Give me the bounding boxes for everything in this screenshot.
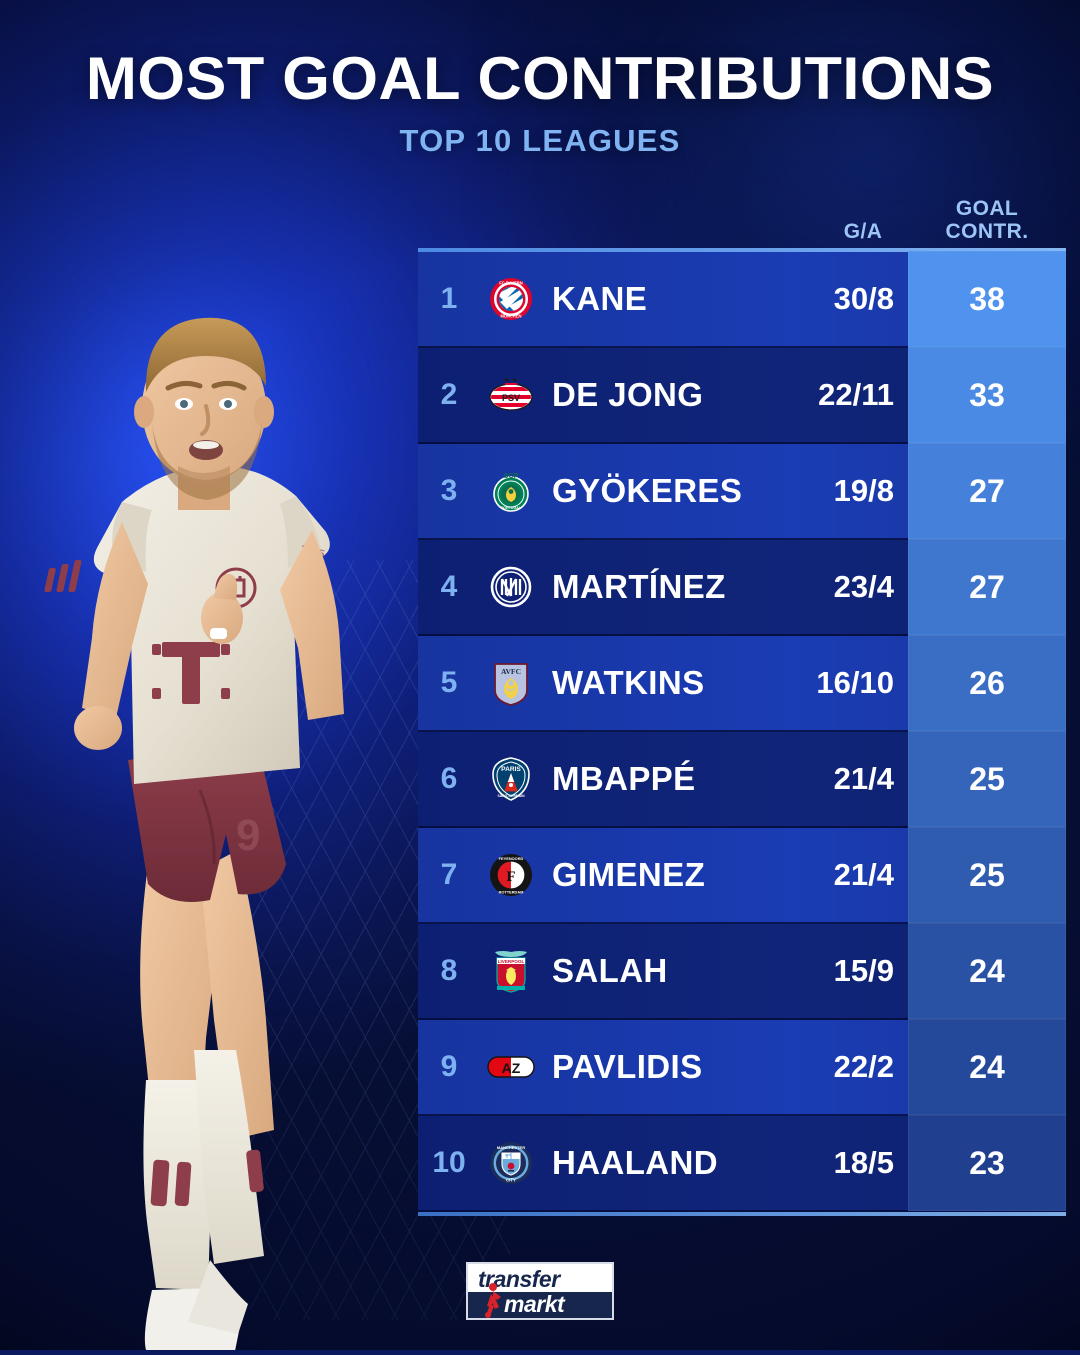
table-row[interactable]: 4 MARTÍNEZ 23/4 27 — [418, 539, 1066, 636]
row-rank: 5 — [440, 666, 458, 699]
psv-crest: PSV — [480, 373, 542, 417]
svg-text:CITY: CITY — [506, 1177, 516, 1182]
svg-text:FC BAYERN: FC BAYERN — [499, 281, 523, 286]
az-alkmaar-crest: AZ — [480, 1051, 542, 1083]
row-rank: 2 — [440, 378, 458, 411]
row-rank: 9 — [440, 1050, 458, 1083]
table-row[interactable]: 8 LIVERPOOL SALAH 15/9 24 — [418, 923, 1066, 1020]
svg-text:MÜNCHEN: MÜNCHEN — [501, 313, 522, 318]
bayern-munich-crest: FC BAYERN MÜNCHEN — [480, 277, 542, 321]
row-player-name: HAALAND — [552, 1144, 718, 1181]
table-bottom-rule — [418, 1212, 1066, 1216]
row-goals-assists: 16/10 — [816, 665, 894, 700]
table-top-rule — [418, 248, 1066, 252]
svg-text:PSV: PSV — [502, 393, 520, 403]
row-player-name: MBAPPÉ — [552, 760, 696, 797]
row-goals-assists: 30/8 — [833, 281, 894, 316]
row-goals-assists: 21/4 — [833, 761, 894, 796]
svg-text:SAINT-GERMAIN: SAINT-GERMAIN — [497, 794, 525, 798]
row-goals-assists: 21/4 — [833, 857, 894, 892]
inter-milan-crest — [480, 565, 542, 609]
svg-text:FEYENOORD: FEYENOORD — [499, 856, 524, 861]
feyenoord-crest: F FEYENOORD ROTTERDAM — [480, 853, 542, 897]
svg-text:AVFC: AVFC — [501, 667, 521, 676]
table-row[interactable]: 2 PSV DE JONG 22/11 33 — [418, 347, 1066, 444]
row-rank: 7 — [440, 858, 458, 891]
row-goal-contributions: 24 — [908, 923, 1066, 1019]
row-player-name: PAVLIDIS — [552, 1048, 703, 1085]
row-goals-assists: 15/9 — [833, 953, 894, 988]
table-row[interactable]: 5 AVFC WATKINS 16/10 26 — [418, 635, 1066, 732]
column-header-goal-contributions: GOAL CONTR. — [908, 197, 1066, 244]
svg-text:PORTUGAL: PORTUGAL — [501, 506, 522, 510]
row-goal-contributions: 33 — [908, 347, 1066, 443]
row-player-name: KANE — [552, 280, 648, 317]
table-row[interactable]: 6 PARIS SAINT-GERMAIN MBAPPÉ 21/4 25 — [418, 731, 1066, 828]
svg-text:AZ: AZ — [502, 1060, 521, 1076]
row-goal-contributions: 27 — [908, 443, 1066, 539]
row-player-name: GIMENEZ — [552, 856, 706, 893]
table-row[interactable]: 7 F FEYENOORD ROTTERDAM GIMENEZ 21/4 25 — [418, 827, 1066, 924]
row-goals-assists: 22/11 — [818, 377, 894, 412]
row-goal-contributions: 38 — [908, 251, 1066, 347]
row-rank: 3 — [440, 474, 458, 507]
player-photo-harry-kane: 9 2025 — [0, 150, 430, 1355]
header: MOST GOAL CONTRIBUTIONS TOP 10 LEAGUES — [0, 0, 1080, 159]
logo-player-figure-icon — [485, 1283, 501, 1318]
row-player-name: MARTÍNEZ — [552, 568, 726, 605]
row-goal-contributions: 23 — [908, 1115, 1066, 1211]
table-body: 1 FC BAYERN MÜNCHEN KANE 30/8 38 2 — [418, 251, 1066, 1212]
column-header-gc-line1: GOAL — [955, 196, 1019, 220]
page-subtitle: TOP 10 LEAGUES — [399, 123, 681, 159]
table-row[interactable]: 10 MANCHESTER CITY HAALAND 18/5 23 — [418, 1115, 1066, 1212]
row-goals-assists: 18/5 — [833, 1145, 894, 1180]
row-player-name: WATKINS — [552, 664, 705, 701]
svg-text:LIVERPOOL: LIVERPOOL — [498, 959, 525, 964]
transfermarkt-logo: transfer markt — [466, 1262, 614, 1320]
row-rank: 1 — [440, 282, 458, 315]
svg-text:MANCHESTER: MANCHESTER — [497, 1145, 525, 1150]
table-column-headers: G/A GOAL CONTR. — [418, 186, 1066, 248]
column-header-gc-line2: CONTR. — [945, 220, 1029, 244]
table-row[interactable]: 3 SCP PORTUGAL GYÖKERES 19/8 27 — [418, 443, 1066, 540]
row-rank: 10 — [432, 1146, 466, 1179]
row-goals-assists: 23/4 — [833, 569, 894, 604]
row-goals-assists: 19/8 — [833, 473, 894, 508]
row-player-name: DE JONG — [552, 376, 704, 413]
leaderboard-table: G/A GOAL CONTR. 1 FC BAYERN MÜNCHEN KA — [418, 186, 1066, 1216]
row-rank: 4 — [440, 570, 458, 603]
row-goal-contributions: 24 — [908, 1019, 1066, 1115]
row-player-name: SALAH — [552, 952, 668, 989]
row-goals-assists: 22/2 — [833, 1049, 894, 1084]
svg-text:ROTTERDAM: ROTTERDAM — [499, 890, 524, 895]
table-row[interactable]: 9 AZ PAVLIDIS 22/2 24 — [418, 1019, 1066, 1116]
row-player-name: GYÖKERES — [552, 472, 743, 509]
row-rank: 8 — [440, 954, 458, 987]
column-header-ga: G/A — [843, 220, 883, 244]
manchester-city-crest: MANCHESTER CITY — [480, 1141, 542, 1185]
row-rank: 6 — [440, 762, 458, 795]
row-goal-contributions: 25 — [908, 731, 1066, 827]
row-goal-contributions: 26 — [908, 635, 1066, 731]
aston-villa-crest: AVFC — [480, 660, 542, 706]
row-goal-contributions: 27 — [908, 539, 1066, 635]
sporting-cp-crest: SCP PORTUGAL — [480, 469, 542, 513]
psg-crest: PARIS SAINT-GERMAIN — [480, 756, 542, 802]
svg-text:9: 9 — [236, 811, 260, 860]
svg-text:PARIS: PARIS — [501, 766, 521, 773]
row-goal-contributions: 25 — [908, 827, 1066, 923]
liverpool-crest: LIVERPOOL — [480, 948, 542, 994]
table-row[interactable]: 1 FC BAYERN MÜNCHEN KANE 30/8 38 — [418, 251, 1066, 348]
logo-text-markt: markt — [504, 1291, 565, 1317]
page-title: MOST GOAL CONTRIBUTIONS — [85, 45, 995, 112]
svg-text:F: F — [506, 869, 515, 885]
svg-text:SCP: SCP — [503, 471, 518, 480]
